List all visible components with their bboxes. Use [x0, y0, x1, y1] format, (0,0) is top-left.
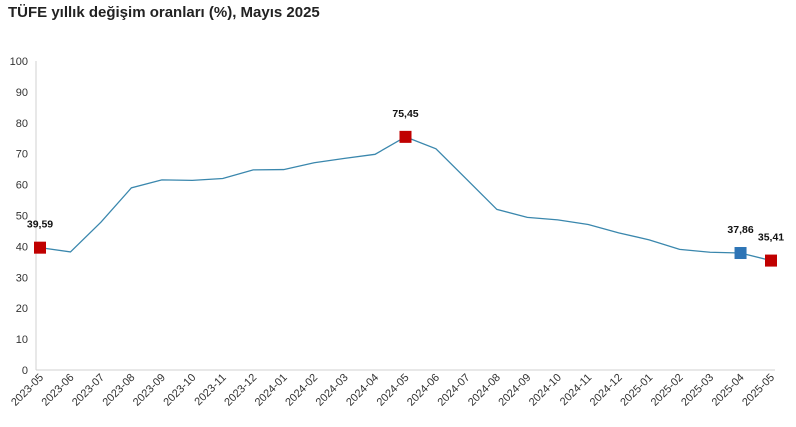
x-tick-label: 2024-08 [466, 372, 503, 409]
data-label: 39,59 [27, 219, 53, 231]
x-tick-label: 2024-09 [496, 372, 533, 409]
x-tick-label: 2025-02 [649, 372, 686, 409]
x-tick-label: 2023-09 [131, 372, 168, 409]
x-tick-label: 2024-12 [588, 372, 625, 409]
y-tick-label: 90 [16, 87, 28, 99]
x-tick-label: 2023-06 [40, 372, 77, 409]
x-tick-label: 2024-03 [314, 372, 351, 409]
x-tick-label: 2025-04 [710, 372, 747, 409]
y-tick-label: 100 [10, 56, 28, 68]
y-tick-label: 80 [16, 118, 28, 130]
data-label: 37,86 [727, 224, 753, 236]
x-tick-label: 2024-10 [527, 372, 564, 409]
x-tick-label: 2023-08 [100, 372, 137, 409]
y-tick-label: 70 [16, 149, 28, 161]
x-tick-label: 2023-07 [70, 372, 107, 409]
x-tick-label: 2024-02 [283, 372, 320, 409]
x-tick-label: 2024-05 [375, 372, 412, 409]
chart-title: TÜFE yıllık değişim oranları (%), Mayıs … [8, 4, 320, 21]
data-label: 35,41 [758, 232, 784, 244]
y-tick-label: 50 [16, 211, 28, 223]
x-tick-label: 2025-05 [740, 372, 777, 409]
y-tick-label: 60 [16, 180, 28, 192]
highlight-marker [765, 254, 777, 267]
x-tick-label: 2025-01 [618, 372, 655, 409]
y-tick-label: 30 [16, 272, 28, 284]
x-tick-label: 2023-10 [161, 372, 198, 409]
x-tick-label: 2025-03 [679, 372, 716, 409]
series-line [39, 136, 772, 262]
highlight-marker [399, 130, 412, 143]
highlight-marker [734, 247, 747, 260]
x-tick-label: 2023-12 [222, 372, 259, 409]
x-tick-label: 2023-05 [9, 372, 46, 409]
x-tick-label: 2024-07 [436, 372, 473, 409]
y-tick-label: 40 [16, 241, 28, 253]
y-tick-label: 0 [22, 365, 28, 377]
y-tick-label: 20 [16, 303, 28, 315]
data-label: 75,45 [392, 108, 418, 120]
highlight-marker [34, 241, 46, 254]
x-tick-label: 2024-01 [253, 372, 290, 409]
x-tick-label: 2024-04 [344, 372, 381, 409]
x-tick-label: 2024-06 [405, 372, 442, 409]
y-tick-label: 10 [16, 334, 28, 346]
